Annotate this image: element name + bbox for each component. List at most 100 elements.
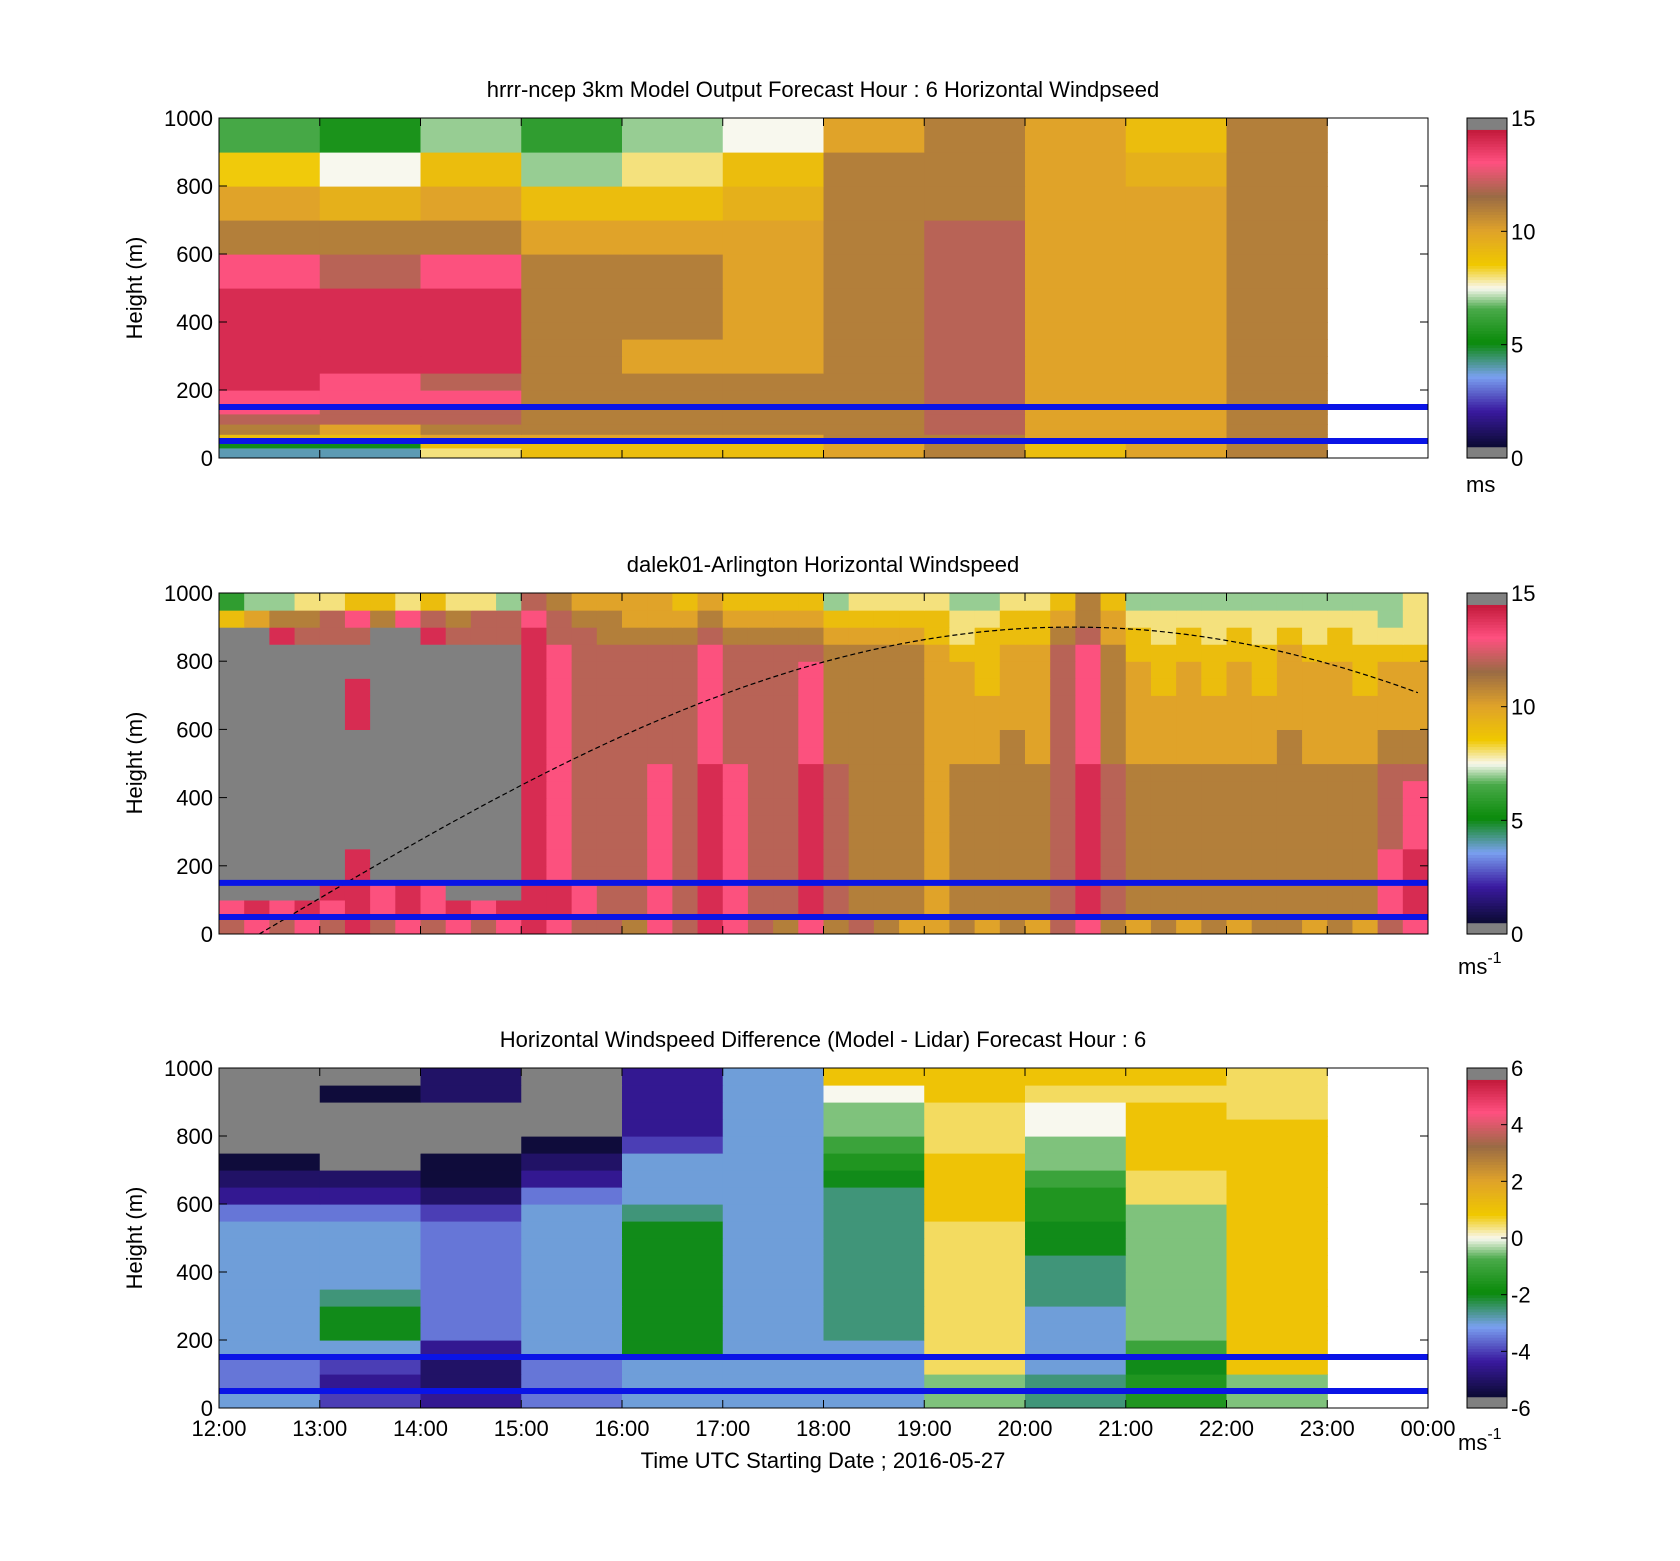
heatmap-cell xyxy=(798,763,825,782)
heatmap-cell xyxy=(1226,339,1328,357)
colorbar-swatch xyxy=(1467,1277,1507,1282)
colorbar-swatch xyxy=(1467,723,1507,728)
colorbar-swatch xyxy=(1467,1289,1507,1293)
x-tick-label: 20:00 xyxy=(997,1416,1052,1441)
heatmap-cell xyxy=(521,1340,623,1358)
colorbar-swatch xyxy=(1467,880,1507,884)
colorbar-tick-label: -2 xyxy=(1511,1283,1531,1308)
heatmap-cell xyxy=(420,152,522,187)
heatmap-cell xyxy=(319,712,346,730)
heatmap-cell xyxy=(672,627,699,645)
heatmap-cell xyxy=(1150,916,1177,934)
heatmap-cell xyxy=(1125,644,1152,662)
heatmap-cell xyxy=(773,763,799,782)
heatmap-cell xyxy=(672,678,699,696)
x-tick-label: 17:00 xyxy=(695,1416,750,1441)
heatmap-cell xyxy=(899,729,925,748)
y-tick-label: 1000 xyxy=(164,106,213,131)
colorbar-swatch xyxy=(1467,441,1507,445)
heatmap-cell xyxy=(924,797,951,816)
heatmap-cell xyxy=(1251,780,1278,799)
colorbar-tick-label: 0 xyxy=(1511,446,1523,471)
heatmap-cell xyxy=(1176,831,1202,850)
colorbar-swatch xyxy=(1467,1351,1507,1355)
heatmap-cell xyxy=(1352,763,1379,782)
heatmap-cell xyxy=(1201,593,1228,611)
colorbar-swatch xyxy=(1467,174,1507,179)
heatmap-cell xyxy=(1025,118,1127,153)
heatmap-cell xyxy=(722,916,749,934)
colorbar-swatch xyxy=(1467,894,1507,898)
colorbar-swatch xyxy=(1467,194,1507,198)
colorbar-swatch xyxy=(1467,305,1507,309)
colorbar-swatch xyxy=(1467,404,1507,408)
heatmap-cell xyxy=(823,1153,925,1171)
heatmap-cell xyxy=(622,780,648,799)
heatmap-cell xyxy=(823,882,850,901)
heatmap-cell xyxy=(269,916,296,934)
colorbar-swatch xyxy=(1467,638,1507,642)
heatmap-cell xyxy=(1025,763,1051,782)
heatmap-cell xyxy=(798,610,825,628)
heatmap-cell xyxy=(1025,899,1051,918)
heatmap-cell xyxy=(496,661,522,679)
colorbar-swatch xyxy=(1467,860,1507,864)
colorbar-swatch xyxy=(1467,183,1507,187)
heatmap-cell xyxy=(219,865,245,884)
heatmap-cell xyxy=(823,1085,925,1103)
heatmap-cell xyxy=(546,882,573,901)
heatmap-cell xyxy=(1025,1306,1127,1324)
heatmap-cell xyxy=(420,678,447,696)
heatmap-cell xyxy=(319,447,422,458)
heatmap-cell xyxy=(219,322,321,340)
heatmap-cell xyxy=(1125,254,1228,289)
heatmap-cell xyxy=(571,916,598,934)
heatmap-cell xyxy=(1377,627,1404,645)
heatmap-cell xyxy=(1201,644,1228,662)
heatmap-cell xyxy=(924,627,951,645)
colorbar-swatch xyxy=(1467,899,1507,904)
heatmap-cell xyxy=(823,627,850,645)
heatmap-cell xyxy=(420,1306,522,1324)
heatmap-cell xyxy=(924,1085,1026,1103)
colorbar-swatch xyxy=(1467,672,1507,677)
heatmap-cell xyxy=(622,1170,724,1188)
colorbar-swatch xyxy=(1467,1102,1507,1106)
heatmap-cell xyxy=(1402,661,1428,679)
heatmap-cell xyxy=(294,644,321,662)
heatmap-cell xyxy=(219,1340,321,1358)
colorbar-tick-label: 10 xyxy=(1511,219,1535,244)
heatmap-cell xyxy=(219,729,245,748)
heatmap-cell xyxy=(697,865,724,884)
heatmap-cell xyxy=(319,413,422,425)
heatmap-cell xyxy=(1201,780,1228,799)
heatmap-cell xyxy=(1100,593,1127,611)
colorbar-swatch xyxy=(1467,1110,1507,1114)
heatmap-cell xyxy=(420,1357,522,1375)
heatmap-cell xyxy=(924,865,951,884)
heatmap-cell xyxy=(571,593,598,611)
heatmap-cell xyxy=(848,729,875,748)
heatmap-cell xyxy=(319,644,346,662)
colorbar-swatch xyxy=(1467,398,1507,402)
heatmap-cell xyxy=(344,916,371,934)
heatmap-cell xyxy=(269,763,296,782)
colorbar-swatch xyxy=(1467,1337,1507,1341)
heatmap-cell xyxy=(773,865,799,884)
colorbar-swatch xyxy=(1467,438,1507,442)
heatmap-cell xyxy=(823,1068,925,1086)
heatmap-cell xyxy=(999,729,1026,748)
heatmap-cell xyxy=(1075,831,1102,850)
heatmap-cell xyxy=(1025,1340,1127,1358)
colorbar-swatch xyxy=(1467,1235,1507,1239)
heatmap-cell xyxy=(747,831,774,850)
heatmap-cell xyxy=(773,882,799,901)
heatmap-cell xyxy=(219,118,321,153)
x-tick-label: 00:00 xyxy=(1400,1416,1455,1441)
colorbar-swatch xyxy=(1467,1161,1507,1165)
colorbar-swatch xyxy=(1467,874,1507,878)
heatmap-cell xyxy=(395,831,422,850)
heatmap-cell xyxy=(1050,661,1076,679)
heatmap-cell xyxy=(622,356,724,374)
heatmap-cell xyxy=(244,763,270,782)
